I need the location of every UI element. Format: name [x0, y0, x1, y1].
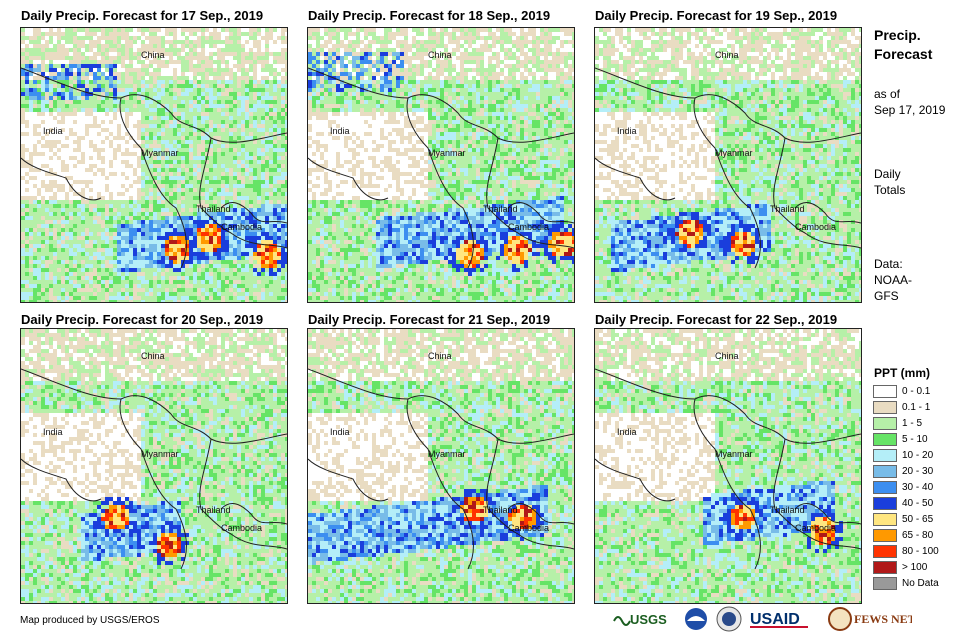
map-label-china: China: [715, 351, 739, 361]
legend-swatch: [873, 512, 897, 526]
panel-title-2: Daily Precip. Forecast for 18 Sep., 2019: [308, 8, 550, 23]
map-label-myanmar: Myanmar: [715, 449, 753, 459]
map-label-thailand: Thailand: [770, 204, 805, 214]
map-label-myanmar: Myanmar: [141, 449, 179, 459]
panel-title-4: Daily Precip. Forecast for 20 Sep., 2019: [21, 312, 263, 327]
logo-strip: USGS USAID FEWS NET: [612, 605, 912, 633]
legend: 0 - 0.1 0.1 - 1 1 - 5 5 - 10 10 - 20 20 - 30 3…: [873, 383, 939, 591]
forecast-map-3: China India Myanmar Thailand Cambodia: [594, 27, 862, 303]
as-of-date: as of Sep 17, 2019: [874, 86, 945, 118]
panel-title-1: Daily Precip. Forecast for 17 Sep., 2019: [21, 8, 263, 23]
fews-net-logo: FEWS NET: [828, 607, 912, 631]
noaa-logo: [685, 608, 707, 630]
legend-label: 30 - 40: [902, 482, 933, 493]
legend-item: > 100: [873, 559, 939, 575]
legend-label: > 100: [902, 562, 927, 573]
map-label-cambodia: Cambodia: [221, 222, 262, 232]
legend-item: 40 - 50: [873, 495, 939, 511]
legend-swatch: [873, 560, 897, 574]
legend-item: 30 - 40: [873, 479, 939, 495]
map-label-cambodia: Cambodia: [508, 222, 549, 232]
map-label-myanmar: Myanmar: [428, 148, 466, 158]
forecast-map-6: China India Myanmar Thailand Cambodia: [594, 328, 862, 604]
legend-swatch: [873, 496, 897, 510]
map-label-cambodia: Cambodia: [508, 523, 549, 533]
legend-swatch: [873, 528, 897, 542]
legend-label: 0.1 - 1: [902, 402, 930, 413]
map-label-thailand: Thailand: [196, 204, 231, 214]
dhs-seal-logo: [716, 606, 742, 632]
forecast-map-4: China India Myanmar Thailand Cambodia: [20, 328, 288, 604]
legend-swatch: [873, 400, 897, 414]
usaid-logo: USAID: [750, 611, 808, 628]
map-label-india: India: [617, 126, 637, 136]
legend-item: 1 - 5: [873, 415, 939, 431]
map-label-thailand: Thailand: [483, 204, 518, 214]
legend-item: No Data: [873, 575, 939, 591]
map-label-myanmar: Myanmar: [428, 449, 466, 459]
panel-title-3: Daily Precip. Forecast for 19 Sep., 2019: [595, 8, 837, 23]
legend-item: 50 - 65: [873, 511, 939, 527]
legend-label: 10 - 20: [902, 450, 933, 461]
map-label-myanmar: Myanmar: [715, 148, 753, 158]
map-label-myanmar: Myanmar: [141, 148, 179, 158]
forecast-map-1: China India Myanmar Thailand Cambodia: [20, 27, 288, 303]
legend-swatch: [873, 432, 897, 446]
map-label-india: India: [617, 427, 637, 437]
map-label-india: India: [330, 126, 350, 136]
legend-swatch: [873, 416, 897, 430]
legend-label: 1 - 5: [902, 418, 922, 429]
legend-label: 20 - 30: [902, 466, 933, 477]
legend-label: 80 - 100: [902, 546, 939, 557]
legend-swatch: [873, 384, 897, 398]
legend-item: 80 - 100: [873, 543, 939, 559]
legend-item: 10 - 20: [873, 447, 939, 463]
legend-item: 0 - 0.1: [873, 383, 939, 399]
legend-swatch: [873, 480, 897, 494]
legend-item: 5 - 10: [873, 431, 939, 447]
map-label-india: India: [330, 427, 350, 437]
map-label-cambodia: Cambodia: [795, 523, 836, 533]
map-label-china: China: [428, 50, 452, 60]
map-label-cambodia: Cambodia: [795, 222, 836, 232]
usgs-logo: USGS: [613, 612, 667, 627]
map-label-china: China: [428, 351, 452, 361]
panel-title-5: Daily Precip. Forecast for 21 Sep., 2019: [308, 312, 550, 327]
map-label-india: India: [43, 427, 63, 437]
legend-item: 20 - 30: [873, 463, 939, 479]
sidebar-title: Precip. Forecast: [874, 26, 932, 64]
map-label-cambodia: Cambodia: [221, 523, 262, 533]
legend-swatch: [873, 448, 897, 462]
legend-label: 50 - 65: [902, 514, 933, 525]
map-label-india: India: [43, 126, 63, 136]
map-label-china: China: [715, 50, 739, 60]
legend-swatch: [873, 576, 897, 590]
legend-label: 5 - 10: [902, 434, 928, 445]
map-label-china: China: [141, 50, 165, 60]
map-label-thailand: Thailand: [483, 505, 518, 515]
map-label-thailand: Thailand: [770, 505, 805, 515]
legend-swatch: [873, 464, 897, 478]
map-label-china: China: [141, 351, 165, 361]
forecast-map-5: China India Myanmar Thailand Cambodia: [307, 328, 575, 604]
data-source-note: Data: NOAA- GFS: [874, 256, 912, 304]
legend-label: No Data: [902, 578, 939, 589]
daily-totals-note: Daily Totals: [874, 166, 905, 198]
legend-label: 0 - 0.1: [902, 386, 930, 397]
forecast-map-2: China India Myanmar Thailand Cambodia: [307, 27, 575, 303]
map-label-thailand: Thailand: [196, 505, 231, 515]
credit-text: Map produced by USGS/EROS: [20, 615, 160, 626]
legend-label: 40 - 50: [902, 498, 933, 509]
legend-item: 0.1 - 1: [873, 399, 939, 415]
legend-swatch: [873, 544, 897, 558]
legend-title: PPT (mm): [874, 366, 930, 380]
panel-title-6: Daily Precip. Forecast for 22 Sep., 2019: [595, 312, 837, 327]
legend-item: 65 - 80: [873, 527, 939, 543]
legend-label: 65 - 80: [902, 530, 933, 541]
